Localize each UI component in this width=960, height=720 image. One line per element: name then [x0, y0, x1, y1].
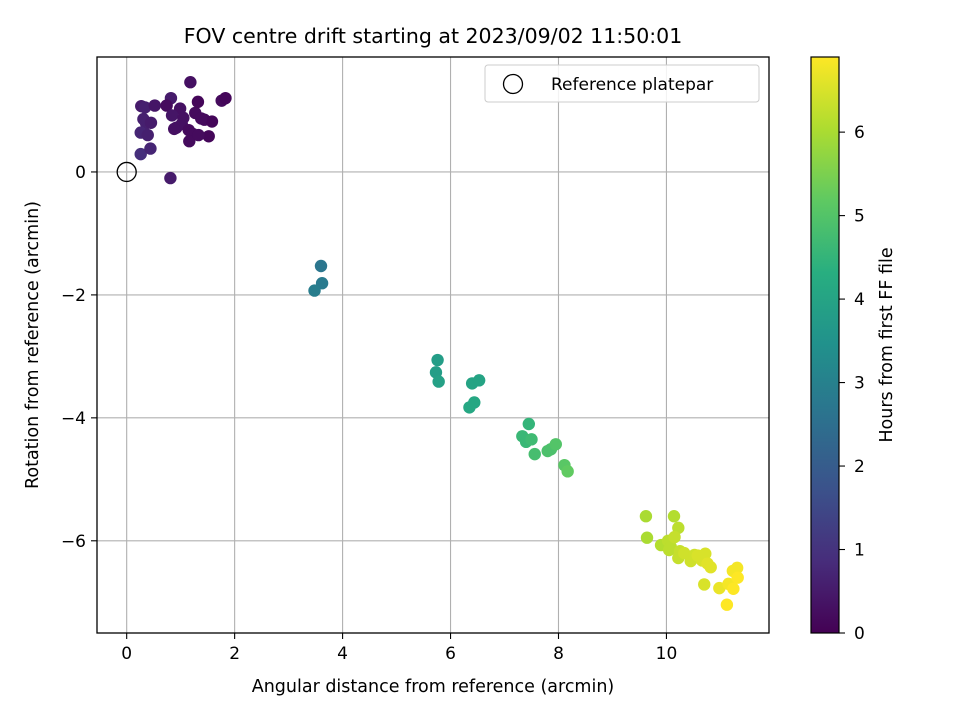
- scatter-point-60: [668, 530, 681, 544]
- scatter-point-70: [704, 561, 717, 574]
- y-tick-label-1: −4: [61, 409, 86, 429]
- scatter-point-53: [640, 531, 654, 544]
- scatter-points: [134, 76, 744, 611]
- legend-entry-label: Reference platepar: [551, 75, 713, 95]
- plot-area-frame: [96, 56, 770, 634]
- x-axis-ticks: 0 2 4 6 8 10: [121, 633, 677, 664]
- scatter-point-22: [183, 135, 196, 148]
- scatter-point-39: [472, 374, 486, 387]
- scatter-point-58: [667, 510, 681, 523]
- chart-title: FOV centre drift starting at 2023/09/02 …: [184, 24, 683, 48]
- scatter-point-41: [463, 401, 476, 414]
- reference-platepar-marker: [116, 161, 137, 183]
- scatter-point-28: [144, 142, 157, 155]
- scatter-point-37: [432, 375, 445, 388]
- scatter-point-51: [561, 465, 574, 478]
- colorbar-tick-label-6: 6: [854, 123, 865, 143]
- scatter-point-31: [194, 112, 208, 125]
- scatter-point-6: [160, 99, 173, 112]
- x-tick-label-0: 0: [121, 644, 132, 664]
- scatter-point-19: [167, 122, 181, 136]
- scatter-point-10: [219, 91, 232, 105]
- colorbar-tick-label-1: 1: [854, 541, 865, 561]
- scatter-point-52: [639, 510, 653, 523]
- x-tick-label-5: 10: [656, 644, 678, 664]
- scatter-point-49: [549, 438, 562, 451]
- colorbar-tick-label-0: 0: [854, 624, 865, 644]
- scatter-point-68: [699, 547, 712, 560]
- colorbar: [810, 56, 840, 634]
- legend-reference-marker: [502, 73, 524, 95]
- scatter-point-45: [525, 433, 538, 446]
- legend-box: [484, 64, 760, 103]
- scatter-point-32: [314, 259, 328, 273]
- scatter-point-16: [165, 109, 179, 122]
- scatter-point-76: [731, 571, 744, 584]
- scatter-point-29: [164, 171, 177, 185]
- x-tick-label-3: 6: [445, 644, 456, 664]
- scatter-point-78: [720, 598, 734, 611]
- reference-marker-group: [116, 161, 137, 183]
- colorbar-label: Hours from first FF file: [877, 247, 897, 442]
- y-tick-label-2: −2: [61, 286, 86, 306]
- scatter-point-25: [202, 130, 215, 143]
- scatter-point-3: [148, 99, 161, 112]
- scatter-point-77: [727, 582, 740, 595]
- legend: Reference platepar: [484, 64, 760, 103]
- scatter-point-30: [177, 111, 190, 125]
- colorbar-tick-label-3: 3: [854, 374, 865, 394]
- x-tick-label-4: 8: [553, 644, 564, 664]
- scatter-point-2: [138, 101, 152, 114]
- colorbar-tick-label-5: 5: [854, 207, 865, 227]
- scatter-point-15: [141, 128, 154, 142]
- scatter-point-71: [698, 578, 711, 591]
- scatter-point-35: [431, 353, 444, 367]
- scatter-point-13: [144, 116, 158, 129]
- y-tick-label-0: −6: [61, 532, 86, 552]
- y-tick-label-3: 0: [75, 163, 86, 183]
- scatter-point-26: [192, 128, 205, 142]
- x-tick-label-2: 4: [337, 644, 348, 664]
- scatter-point-42: [522, 417, 536, 431]
- scatter-point-75: [730, 561, 744, 575]
- x-axis-label: Angular distance from reference (arcmin): [252, 677, 615, 697]
- scatter-point-34: [308, 284, 321, 297]
- y-axis-ticks: −6 −4 −2 0: [61, 163, 97, 552]
- scatter-point-27: [134, 147, 147, 161]
- scatter-point-8: [191, 95, 205, 109]
- colorbar-tick-label-2: 2: [854, 457, 865, 477]
- scatter-point-57: [662, 543, 676, 557]
- x-tick-label-1: 2: [229, 644, 240, 664]
- colorbar-ticks: 0 1 2 3 4 5 6: [839, 123, 865, 644]
- colorbar-tick-label-4: 4: [854, 290, 865, 310]
- scatter-point-46: [528, 447, 541, 461]
- y-axis-label: Rotation from reference (arcmin): [23, 201, 43, 489]
- scatter-point-24: [205, 115, 219, 128]
- scatter-point-0: [184, 76, 197, 89]
